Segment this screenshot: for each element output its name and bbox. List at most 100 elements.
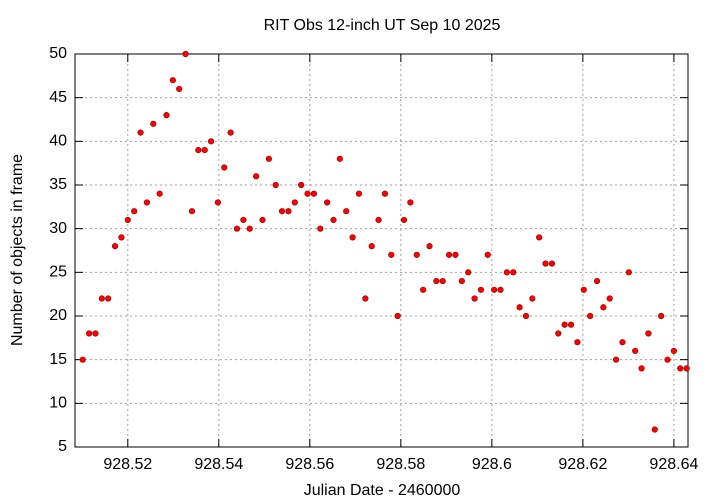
point (176, 85, 183, 93)
point (394, 312, 401, 320)
point (516, 304, 523, 311)
point (221, 164, 228, 171)
point (253, 173, 260, 180)
point (471, 295, 478, 302)
point (413, 251, 420, 258)
chart-title: RIT Obs 12-inch UT Sep 10 2025 (264, 17, 501, 34)
point (131, 208, 138, 215)
point (214, 199, 221, 206)
point (638, 365, 645, 372)
point (503, 269, 510, 276)
point (465, 269, 472, 276)
point (452, 251, 459, 258)
point (439, 277, 446, 285)
point (593, 277, 601, 285)
point (227, 129, 234, 136)
point (670, 347, 677, 355)
point (349, 234, 356, 241)
point (400, 216, 408, 224)
point (111, 243, 119, 250)
point (388, 251, 395, 258)
y-tick-label: 20 (49, 307, 67, 324)
point (98, 295, 105, 302)
point (683, 365, 690, 372)
point (118, 234, 125, 241)
point (600, 304, 607, 311)
point (169, 77, 176, 84)
point (522, 312, 530, 320)
point (491, 286, 498, 293)
point (555, 330, 562, 337)
y-tick-label: 35 (49, 176, 67, 193)
point (201, 146, 208, 154)
point (510, 269, 517, 276)
point (567, 321, 575, 328)
x-tick-label: 928.52 (103, 456, 152, 473)
point (407, 199, 414, 206)
y-tick-label: 25 (49, 264, 67, 281)
point (619, 339, 626, 346)
point (233, 225, 241, 232)
point (477, 286, 485, 293)
point (86, 330, 93, 337)
point (156, 190, 163, 197)
point (343, 208, 350, 215)
x-tick-label: 928.54 (194, 456, 243, 473)
point (381, 190, 389, 197)
point (497, 286, 504, 293)
point (632, 347, 639, 355)
point (542, 260, 549, 267)
point (298, 181, 305, 189)
point (375, 216, 382, 224)
point (150, 120, 157, 127)
point (658, 312, 665, 320)
point (362, 295, 369, 302)
point (426, 243, 433, 250)
point (336, 155, 343, 162)
point (433, 277, 440, 285)
y-tick-label: 5 (58, 438, 67, 455)
point (79, 356, 86, 363)
x-tick-label: 928.58 (376, 456, 425, 473)
point (651, 426, 658, 433)
point (612, 356, 620, 363)
point (207, 138, 215, 145)
point (272, 181, 279, 189)
point (195, 146, 202, 154)
x-tick-label: 928.64 (649, 456, 698, 473)
point (124, 216, 131, 224)
point (645, 330, 652, 337)
x-tick-label: 928.56 (285, 456, 334, 473)
y-tick-label: 45 (49, 89, 67, 106)
x-tick-label: 928.62 (558, 456, 607, 473)
x-tick-label: 928.6 (472, 456, 512, 473)
point (92, 330, 99, 337)
point (580, 286, 587, 293)
point (304, 190, 311, 197)
point (561, 321, 568, 328)
point (143, 199, 151, 206)
point (330, 216, 337, 224)
point (163, 112, 170, 119)
y-tick-label: 40 (49, 133, 67, 150)
point (574, 339, 581, 346)
point (246, 225, 253, 232)
point (458, 277, 465, 285)
point (536, 234, 543, 241)
plot-border (74, 53, 689, 448)
point (240, 216, 247, 224)
point (285, 208, 292, 215)
point (310, 190, 318, 197)
y-axis-label: Number of objects in frame (9, 154, 26, 346)
point (606, 295, 613, 302)
point (445, 251, 453, 258)
y-tick-label: 15 (49, 351, 67, 368)
point (420, 286, 427, 293)
point (317, 225, 324, 232)
point (278, 208, 286, 215)
point (324, 199, 331, 206)
point (188, 208, 196, 215)
point (587, 312, 594, 320)
